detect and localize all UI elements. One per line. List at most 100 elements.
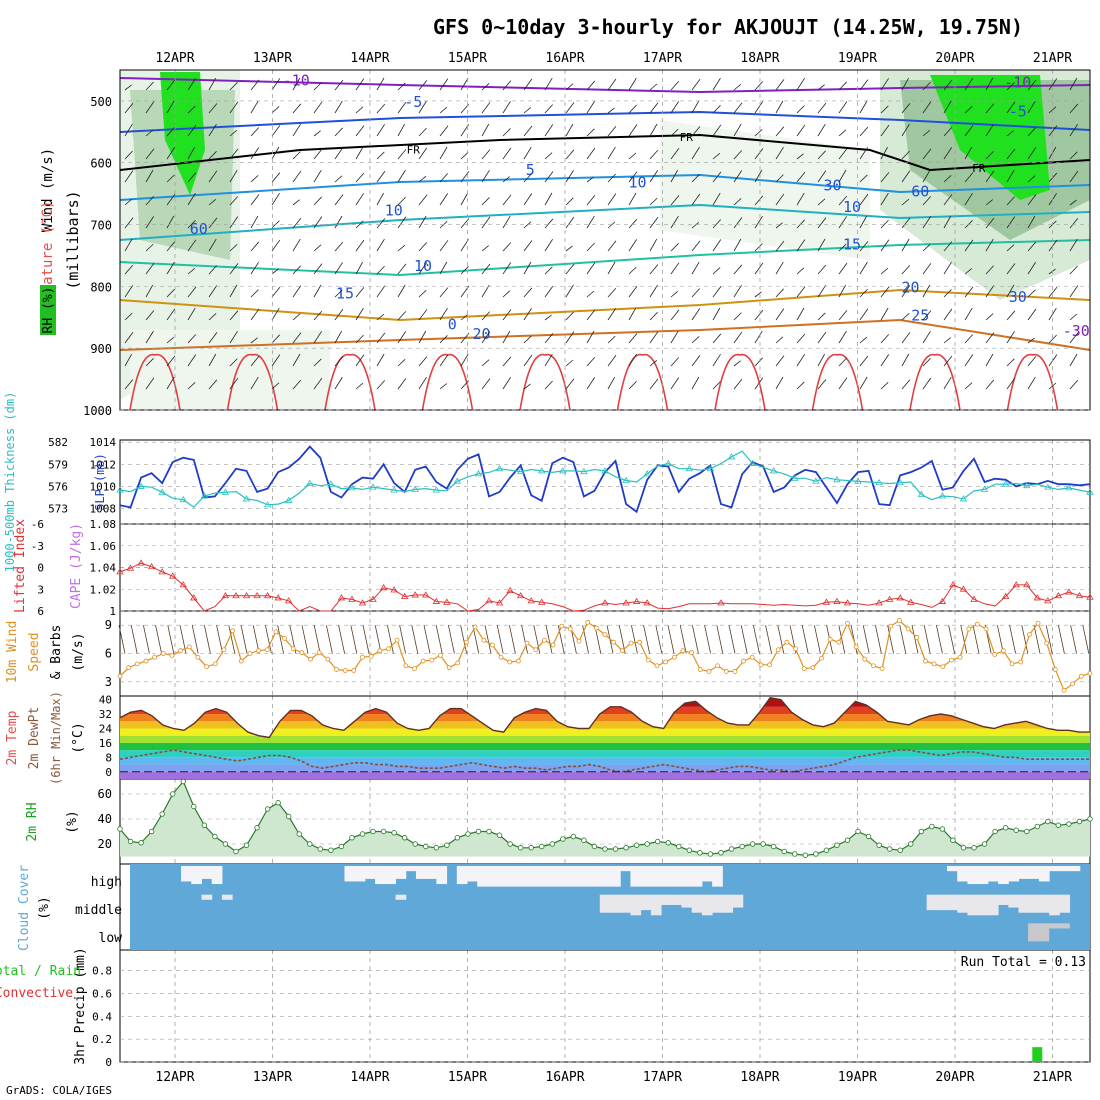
- rh-point: [855, 828, 861, 835]
- upper-wind-barb: [313, 196, 322, 206]
- upper-wind-barb: [124, 353, 133, 367]
- bottom-date-tick: 20APR: [935, 1070, 974, 1085]
- upper-wind-barb: [859, 174, 868, 183]
- rh-point: [792, 851, 798, 857]
- upper-wind-barb: [334, 79, 344, 91]
- upper-wind-barb: [838, 129, 847, 137]
- upper-wind-barb: [901, 77, 909, 91]
- rh-point: [275, 800, 281, 806]
- upper-wind-barb: [271, 239, 281, 252]
- upper-wind-barb: [502, 262, 512, 275]
- upper-wind-barb: [838, 216, 847, 229]
- 10m-wind-barb: [216, 625, 223, 654]
- rh-point: [454, 835, 461, 841]
- wind-speed-point: [1026, 632, 1032, 638]
- upper-wind-barb: [880, 192, 889, 206]
- upper-wind-barb: [397, 244, 406, 252]
- thickness-point: [854, 477, 862, 484]
- upper-wind-barb: [964, 286, 974, 298]
- upper-wind-barb: [376, 151, 385, 160]
- thickness-point: [116, 486, 124, 493]
- upper-wind-barb: [187, 334, 197, 344]
- upper-wind-barb: [754, 101, 764, 114]
- wind-speed-point: [507, 659, 513, 665]
- upper-wind-barb: [817, 84, 825, 91]
- cloud-high-cell: [385, 866, 397, 885]
- cloud-high-cell: [620, 866, 631, 872]
- 10m-wind-barb: [387, 625, 394, 654]
- upper-wind-barb: [985, 217, 995, 229]
- upper-wind-barb: [1069, 103, 1079, 114]
- upper-wind-barb: [523, 354, 533, 367]
- upper-wind-barb: [397, 169, 406, 183]
- 10m-wind-barb: [411, 625, 419, 654]
- upper-wind-barb: [943, 337, 951, 344]
- contour-label: -10: [283, 71, 310, 89]
- upper-wind-barb: [1069, 151, 1078, 160]
- upper-wind-barb: [292, 332, 302, 344]
- upper-wind-barb: [166, 337, 175, 344]
- upper-wind-barb: [943, 241, 953, 252]
- upper-wind-barb: [838, 377, 848, 390]
- 10m-wind-barb: [399, 625, 406, 654]
- upper-wind-barb: [733, 238, 742, 252]
- li-point: [411, 591, 419, 598]
- cloud-high-cell: [467, 866, 478, 882]
- thickness-point: [875, 478, 883, 486]
- 10m-wind-barb: [936, 625, 943, 654]
- upper-wind-barb: [964, 172, 974, 183]
- upper-wind-barb: [544, 239, 553, 252]
- contour-label: 25: [911, 306, 929, 324]
- upper-wind-barb: [712, 171, 722, 183]
- thickness-point: [664, 459, 672, 466]
- upper-wind-barb: [1006, 263, 1016, 275]
- li-point: [601, 599, 609, 606]
- upper-wind-barb: [649, 264, 659, 275]
- upper-wind-barb: [712, 105, 721, 114]
- upper-wind-barb: [460, 192, 469, 206]
- 10m-wind-barb: [167, 625, 175, 654]
- upper-wind-barb: [1069, 353, 1078, 367]
- upper-wind-barb: [607, 126, 617, 137]
- rh-point: [992, 828, 998, 835]
- upper-wind-barb: [229, 216, 239, 229]
- upper-wind-barb: [1048, 354, 1058, 367]
- cloud-high-cell: [712, 866, 723, 887]
- contour-label: 15: [336, 285, 354, 303]
- 10m-wind-barb: [704, 625, 711, 654]
- cloud-high-cell: [405, 866, 417, 872]
- precip-panel-frame: [119, 949, 1091, 1063]
- upper-wind-barb: [565, 197, 574, 206]
- cloud-middle-cell: [630, 894, 642, 916]
- upper-wind-barb: [250, 79, 260, 91]
- upper-wind-barb: [229, 148, 239, 160]
- upper-wind-barb: [355, 239, 365, 252]
- thickness-tick: 576: [48, 480, 68, 493]
- upper-wind-barb: [880, 334, 890, 344]
- rh-point: [222, 841, 229, 847]
- upper-wind-barb: [796, 307, 805, 321]
- upper-wind-barb: [229, 377, 239, 390]
- upper-wind-barb: [376, 124, 385, 137]
- top-date-tick: 20APR: [935, 51, 974, 66]
- upper-wind-barb: [124, 123, 133, 137]
- thickness-point: [390, 486, 398, 493]
- wind-speed-line: [119, 619, 1091, 692]
- wind-axis-label: Wind (m/s): [40, 148, 56, 232]
- 10m-wind-barb: [228, 625, 236, 654]
- li-point: [875, 599, 883, 606]
- upper-wind-barb: [817, 264, 827, 275]
- cloud-middle-cell: [395, 894, 407, 900]
- upper-wind-barb: [355, 354, 365, 367]
- upper-wind-barb: [544, 353, 553, 367]
- rh-point: [517, 845, 524, 851]
- upper-wind-barb: [712, 124, 722, 137]
- cape-tick: 1: [109, 605, 116, 618]
- upper-wind-barb: [943, 289, 952, 298]
- cloud-high-cell: [977, 866, 989, 885]
- rh-point: [844, 837, 851, 843]
- cloud-high-cell: [1008, 866, 1020, 882]
- upper-wind-barb: [754, 129, 763, 137]
- upper-wind-barb: [355, 172, 365, 183]
- 10m-wind-barb: [496, 625, 504, 654]
